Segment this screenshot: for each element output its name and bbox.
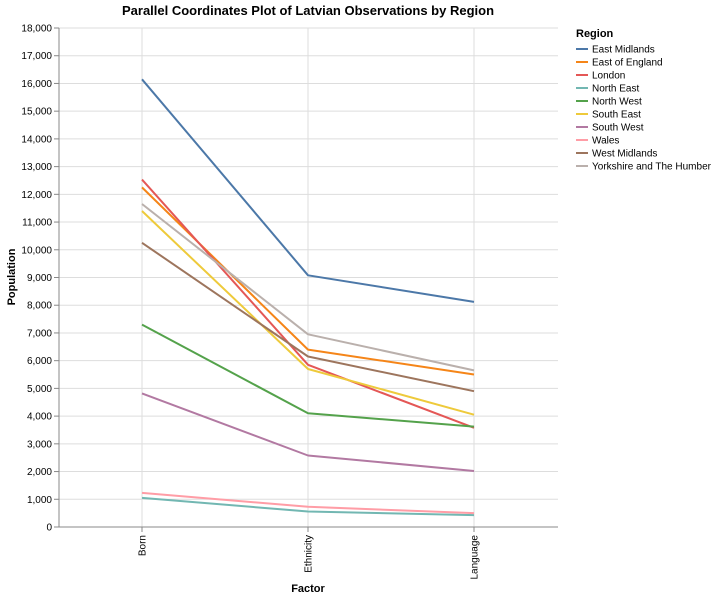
x-tick-label: Born <box>138 535 149 556</box>
series-line-wales <box>141 491 475 515</box>
legend-title: Region <box>576 28 614 40</box>
series-line-north-east <box>141 496 475 517</box>
y-tick-label: 14,000 <box>21 134 52 145</box>
y-tick-label: 15,000 <box>21 107 52 118</box>
y-tick-label: 17,000 <box>21 51 52 62</box>
legend: Region East Midlands East of England Londo… <box>576 28 712 173</box>
series-line-yorkshire-and-the-humber <box>141 203 475 372</box>
series-line-london <box>141 178 475 429</box>
legend-label: South West <box>592 123 644 134</box>
y-tick-label: 3,000 <box>27 439 52 450</box>
legend-label: East of England <box>592 58 663 69</box>
y-tick-label: 5,000 <box>27 384 52 395</box>
legend-label: North East <box>592 84 639 95</box>
y-tick-label: 0 <box>46 523 52 534</box>
series-line-west-midlands <box>141 241 475 393</box>
x-tick-label: Language <box>470 535 481 580</box>
y-tick-label: 9,000 <box>27 273 52 284</box>
y-tick-label: 7,000 <box>27 328 52 339</box>
legend-label: East Midlands <box>592 45 655 56</box>
legend-label: Yorkshire and The Humber <box>592 162 712 173</box>
legend-label: South East <box>592 110 641 121</box>
legend-label: Wales <box>592 136 619 147</box>
series-lines <box>141 78 475 517</box>
x-axis-title: Factor <box>291 583 325 595</box>
legend-label: North West <box>592 97 642 108</box>
x-tick-label: Ethnicity <box>304 535 315 573</box>
series-line-north-west <box>141 323 475 428</box>
y-tick-label: 2,000 <box>27 467 52 478</box>
y-tick-label: 1,000 <box>27 495 52 506</box>
y-tick-label: 4,000 <box>27 412 52 423</box>
y-tick-label: 10,000 <box>21 245 52 256</box>
series-line-east-midlands <box>141 78 475 303</box>
chart-title: Parallel Coordinates Plot of Latvian Obs… <box>122 3 494 18</box>
x-axis: Born Ethnicity Language <box>59 526 558 580</box>
gridlines <box>59 27 558 528</box>
legend-label: West Midlands <box>592 149 657 160</box>
y-tick-label: 6,000 <box>27 356 52 367</box>
series-line-south-west <box>141 392 475 472</box>
series-line-south-east <box>141 210 475 416</box>
y-tick-label: 13,000 <box>21 162 52 173</box>
y-tick-label: 11,000 <box>22 218 52 229</box>
y-tick-label: 18,000 <box>21 24 52 35</box>
y-axis: 0 1,000 2,000 3,000 4,000 5,000 6,000 7,000 8,00… <box>21 24 60 534</box>
y-tick-label: 8,000 <box>27 301 52 312</box>
y-tick-label: 16,000 <box>21 79 52 90</box>
y-tick-label: 12,000 <box>21 190 52 201</box>
y-axis-title: Population <box>6 248 18 305</box>
legend-label: London <box>592 71 625 82</box>
